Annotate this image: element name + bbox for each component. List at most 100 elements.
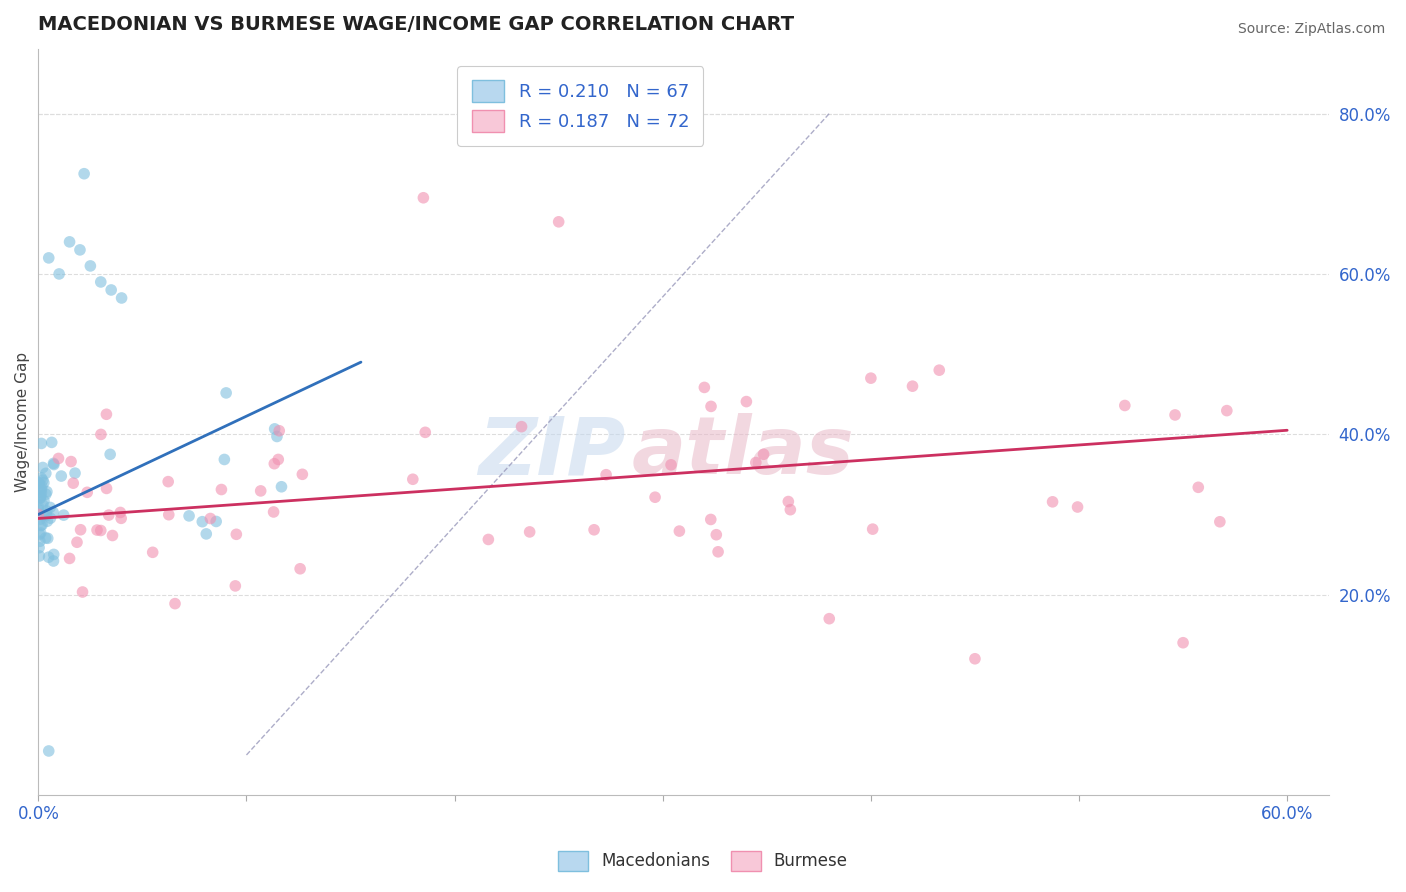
Point [37,514,59,528]
Point [90,427,112,442]
Point [28,549,51,563]
Point [96,407,118,421]
Point [402,472,425,486]
Point [1171,636,1194,650]
Point [35,467,58,481]
Point [42,457,65,471]
Point [66,535,89,549]
Point [42,548,65,562]
Point [778,494,800,508]
Point [69,523,91,537]
Point [644,490,666,504]
Point [76,485,98,500]
Point [35,508,58,523]
Point [48,267,70,281]
Point [30,436,52,450]
Point [668,524,690,538]
Point [291,467,314,482]
Point [30,512,52,526]
Point [34,531,56,545]
Point [30,491,52,505]
Text: MACEDONIAN VS BURMESE WAGE/INCOME GAP CORRELATION CHART: MACEDONIAN VS BURMESE WAGE/INCOME GAP CO… [38,15,794,34]
Text: Source: ZipAtlas.com: Source: ZipAtlas.com [1237,22,1385,37]
Point [31,473,53,487]
Point [32,493,55,508]
Point [27,500,49,515]
Point [31,479,53,493]
Point [707,545,730,559]
Point [35,487,58,501]
Point [42,554,65,568]
Point [28,475,51,490]
Point [37,531,59,545]
Point [73,167,96,181]
Point [79,259,101,273]
Point [28,480,51,494]
Point [27,475,49,490]
Point [547,215,569,229]
Point [901,379,924,393]
Point [97,508,120,522]
Point [1114,399,1136,413]
Point [1187,480,1209,494]
Text: atlas: atlas [631,413,855,491]
Point [862,522,884,536]
Y-axis label: Wage/Income Gap: Wage/Income Gap [15,352,30,492]
Point [35,504,58,518]
Point [700,400,723,414]
Point [928,363,950,377]
Point [263,505,285,519]
Point [963,652,986,666]
Point [205,515,228,529]
Legend: R = 0.210   N = 67, R = 0.187   N = 72: R = 0.210 N = 67, R = 0.187 N = 72 [457,66,703,146]
Point [110,291,132,305]
Point [48,451,70,466]
Point [163,597,186,611]
Point [209,483,232,497]
Point [90,524,112,538]
Point [51,469,73,483]
Point [52,508,75,522]
Point [63,466,86,480]
Point [1216,403,1239,417]
Point [110,511,132,525]
Point [38,550,60,565]
Point [42,505,65,519]
Point [58,235,80,249]
Point [28,541,51,555]
Point [288,562,311,576]
Point [225,527,247,541]
Point [39,500,62,515]
Point [1209,515,1232,529]
Point [249,483,271,498]
Point [519,524,541,539]
Point [510,419,533,434]
Point [1042,495,1064,509]
Point [32,508,55,522]
Point [191,515,214,529]
Point [693,380,716,394]
Point [27,508,49,522]
Point [42,458,65,472]
Point [28,491,51,505]
Point [30,471,52,485]
Point [700,512,723,526]
Point [38,744,60,758]
Point [31,498,53,512]
Point [177,508,200,523]
Point [35,484,58,499]
Point [818,612,841,626]
Point [413,425,436,440]
Point [195,527,218,541]
Point [86,523,108,537]
Point [745,456,768,470]
Point [735,394,758,409]
Point [41,435,63,450]
Point [157,475,180,489]
Point [31,517,53,532]
Point [477,533,499,547]
Point [62,476,84,491]
Point [30,485,52,500]
Point [58,551,80,566]
Point [214,452,236,467]
